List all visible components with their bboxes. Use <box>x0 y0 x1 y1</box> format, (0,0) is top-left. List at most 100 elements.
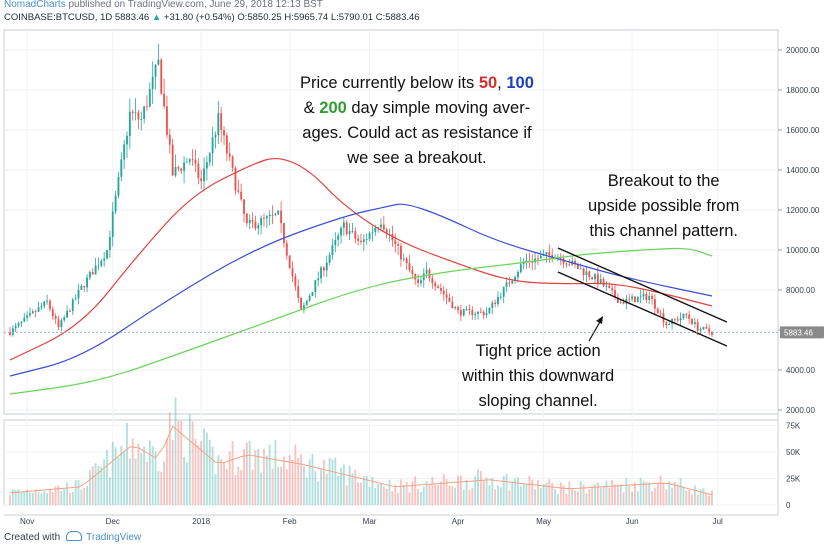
volume-bar <box>60 491 63 505</box>
publish-info: NomadCharts published on TradingView.com… <box>4 0 323 10</box>
candle-body <box>66 310 69 318</box>
candle-body <box>108 237 111 251</box>
candle-body <box>331 245 334 256</box>
volume-bar <box>508 490 511 505</box>
candle-body <box>123 144 126 160</box>
volume-bar <box>525 484 528 505</box>
candle-body <box>545 252 548 255</box>
candle-body <box>351 231 354 232</box>
volume-bar <box>34 489 37 505</box>
candle-body <box>693 322 696 324</box>
volume-bar <box>83 488 86 505</box>
candle-body <box>591 277 594 280</box>
candle-body <box>479 311 482 313</box>
candle-body <box>514 277 517 281</box>
volume-bar <box>368 487 371 505</box>
candle-body <box>131 111 134 114</box>
volume-bar <box>46 493 49 505</box>
candle-body <box>616 297 619 303</box>
candle-body <box>11 328 14 335</box>
volume-bar <box>77 479 80 505</box>
volume-bar <box>171 440 174 505</box>
volume-bar <box>271 468 274 505</box>
channel-lower-line <box>557 271 728 347</box>
volume-bar <box>143 446 146 505</box>
volume-bar <box>408 492 411 505</box>
volume-bar <box>128 458 131 505</box>
high-value: H:5965.74 <box>284 12 329 23</box>
candle-body <box>400 245 402 260</box>
volume-bars-group <box>9 397 713 505</box>
volume-bar <box>531 479 534 505</box>
price-tick-label: 10000.00 <box>786 246 820 255</box>
volume-bar <box>49 489 51 505</box>
price-tick-label: 16000.00 <box>786 126 820 135</box>
volume-bar <box>391 491 394 505</box>
candle-body <box>574 260 576 265</box>
candle-body <box>368 232 371 240</box>
candle-body <box>274 214 277 216</box>
candle-body <box>442 290 445 295</box>
candle-body <box>374 228 377 233</box>
volume-bar <box>594 484 596 505</box>
tradingview-link[interactable]: TradingView <box>86 532 142 543</box>
volume-pane <box>3 419 779 506</box>
volume-bar <box>614 484 616 505</box>
volume-bar <box>477 469 479 505</box>
volume-bar <box>40 493 43 505</box>
created-text: Created with <box>4 532 61 543</box>
candle-body <box>297 286 300 298</box>
volume-bar <box>439 481 442 505</box>
candle-body <box>477 311 479 315</box>
volume-bar <box>260 472 263 505</box>
volume-bar <box>708 495 711 505</box>
candle-body <box>68 310 71 312</box>
volume-bar <box>237 466 240 505</box>
candle-body <box>422 273 425 281</box>
price-tick-label: 12000.00 <box>786 206 820 215</box>
author-link[interactable]: NomadCharts <box>4 0 66 10</box>
candle-body <box>166 106 168 135</box>
candle-body <box>205 162 208 169</box>
candle-body <box>596 274 599 284</box>
volume-bar <box>194 438 197 505</box>
change-value: +31.80 (+0.54%) <box>163 12 235 23</box>
candle-body <box>360 240 362 242</box>
annotation-arrow-head <box>596 316 603 324</box>
volume-bar <box>519 486 522 505</box>
candle-body <box>414 273 417 280</box>
change-arrow-icon: ▲ <box>151 12 162 23</box>
price-pane <box>3 29 779 415</box>
candle-body <box>648 295 651 300</box>
volume-bar <box>422 486 425 505</box>
candle-body <box>568 264 571 266</box>
volume-bar <box>243 449 245 505</box>
candle-body <box>397 244 400 246</box>
candle-body <box>302 305 305 310</box>
volume-bar <box>26 489 29 505</box>
candle-body <box>188 159 191 162</box>
candle-body <box>271 214 274 216</box>
volume-bar <box>334 457 337 505</box>
volume-bar <box>291 459 294 505</box>
candle-body <box>263 217 265 219</box>
channel-upper-line <box>557 247 728 323</box>
volume-bar <box>320 469 322 505</box>
volume-bar <box>671 487 673 505</box>
volume-bar <box>285 469 288 505</box>
volume-bar <box>705 492 708 505</box>
volume-bar <box>659 475 662 505</box>
candle-body <box>49 300 51 310</box>
candle-body <box>148 89 151 107</box>
volume-bar <box>459 475 462 505</box>
candle-body <box>636 297 639 303</box>
price-tick-label: 20000.00 <box>786 46 820 55</box>
candle-body <box>265 216 268 219</box>
candle-body <box>231 156 234 168</box>
candle-body <box>576 264 579 269</box>
candle-body <box>665 322 668 326</box>
candle-body <box>411 270 414 274</box>
candle-body <box>708 328 711 332</box>
volume-bar <box>345 485 348 505</box>
